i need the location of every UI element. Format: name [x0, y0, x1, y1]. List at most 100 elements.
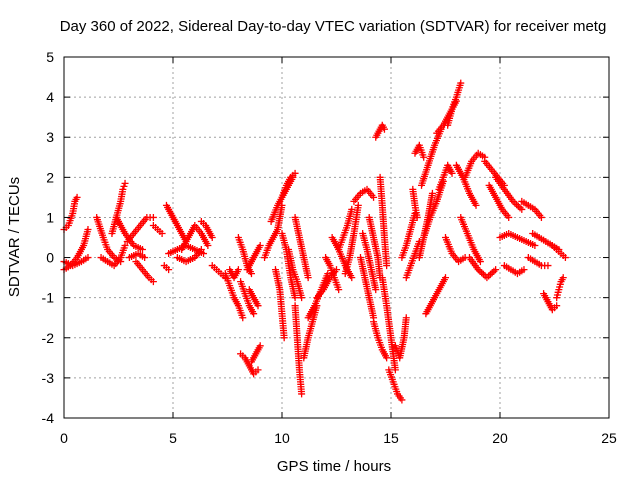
series-arc-41	[341, 201, 362, 278]
series-arc-47	[376, 173, 391, 270]
series-arc-45	[365, 213, 384, 282]
data-points	[60, 79, 569, 404]
data-point	[516, 204, 524, 212]
y-tick-label: 3	[46, 129, 54, 145]
data-point	[372, 286, 380, 294]
series-arc-40	[335, 205, 356, 254]
data-point	[472, 201, 480, 209]
data-point	[138, 246, 146, 254]
series-arc-70	[492, 173, 526, 213]
y-tick-label: -1	[42, 290, 55, 306]
series-arc-61	[444, 79, 465, 129]
data-point	[544, 262, 552, 270]
data-point	[448, 169, 456, 177]
data-point	[354, 201, 362, 209]
series-arc-25	[243, 242, 264, 274]
series-arc-68	[481, 157, 508, 189]
data-point	[197, 246, 205, 254]
data-point	[141, 254, 149, 262]
data-point	[165, 266, 173, 274]
data-point	[537, 213, 545, 221]
data-point	[483, 274, 491, 282]
data-point	[250, 310, 258, 318]
series-arc-49	[378, 274, 399, 374]
y-tick-label: 0	[46, 250, 54, 266]
x-axis-label: GPS time / hours	[277, 458, 391, 475]
series-arc-07	[112, 213, 146, 254]
series-arc-71	[496, 229, 539, 250]
series-arc-32	[285, 246, 306, 302]
data-point	[490, 267, 498, 275]
data-point	[479, 270, 487, 278]
data-point	[383, 262, 391, 270]
series-arc-54	[409, 185, 421, 221]
data-point	[486, 270, 494, 278]
x-tick-label: 15	[383, 430, 399, 446]
series-arc-78	[548, 242, 569, 262]
data-point	[298, 390, 306, 398]
y-axis-label: SDTVAR / TECUs	[6, 177, 23, 297]
series-arc-08	[123, 213, 157, 246]
data-point	[428, 189, 436, 197]
x-tick-label: 25	[601, 430, 617, 446]
data-point	[420, 153, 428, 161]
data-point	[559, 274, 567, 282]
x-tick-label: 20	[492, 430, 508, 446]
data-point	[561, 254, 569, 262]
series-arc-15	[173, 246, 205, 266]
data-point	[383, 354, 391, 362]
data-point	[476, 267, 484, 275]
series-arc-50	[385, 366, 406, 404]
data-point	[84, 225, 92, 233]
series-arc-26	[245, 286, 262, 310]
series-arc-03	[60, 254, 92, 270]
series-arc-72	[500, 262, 528, 278]
plot-frame	[63, 56, 610, 419]
data-point	[149, 213, 157, 221]
axis-ticks: 0 5 10 15 20 25 -4 -3 -2 -1 0 1 2 3 4 5	[42, 49, 617, 446]
data-point	[348, 205, 356, 213]
series-arc-33	[291, 302, 306, 398]
data-point	[348, 274, 356, 282]
data-point	[413, 213, 421, 221]
series-arc-38	[322, 254, 343, 294]
y-tick-label: 2	[46, 169, 54, 185]
series-arc-20	[226, 266, 242, 282]
y-tick-label: -4	[42, 410, 55, 426]
data-point	[485, 272, 493, 280]
data-point	[488, 269, 496, 277]
x-tick-label: 5	[169, 430, 177, 446]
data-point	[234, 266, 242, 274]
data-point	[239, 314, 247, 322]
data-point	[520, 266, 528, 274]
series-arc-30	[271, 266, 288, 342]
data-point	[514, 202, 522, 210]
series-arc-51	[391, 314, 410, 362]
series-arc-43	[356, 254, 378, 322]
data-point	[73, 193, 81, 201]
data-point	[335, 286, 343, 294]
data-point	[391, 366, 399, 374]
series-arc-23	[237, 350, 262, 378]
data-point	[120, 182, 128, 190]
data-point	[121, 179, 129, 187]
series-arc-01	[60, 193, 81, 233]
series-arc-48	[372, 121, 388, 141]
data-point	[380, 125, 388, 133]
data-point	[291, 294, 299, 302]
series-arc-69	[485, 181, 513, 221]
series-arc-09	[132, 258, 157, 286]
data-point	[370, 193, 378, 201]
series-arc-73	[518, 197, 545, 221]
series-arc-67	[465, 254, 500, 282]
series-arc-42	[350, 185, 378, 205]
series-arc-60	[433, 97, 460, 137]
series-arc-19	[221, 270, 247, 322]
data-point	[531, 242, 539, 250]
series-arc-76	[540, 290, 561, 314]
data-point	[119, 185, 127, 193]
series-arc-34	[291, 213, 312, 282]
series-arc-58	[420, 177, 447, 241]
chart-title: Day 360 of 2022, Sidereal Day-to-day VTE…	[60, 18, 607, 35]
